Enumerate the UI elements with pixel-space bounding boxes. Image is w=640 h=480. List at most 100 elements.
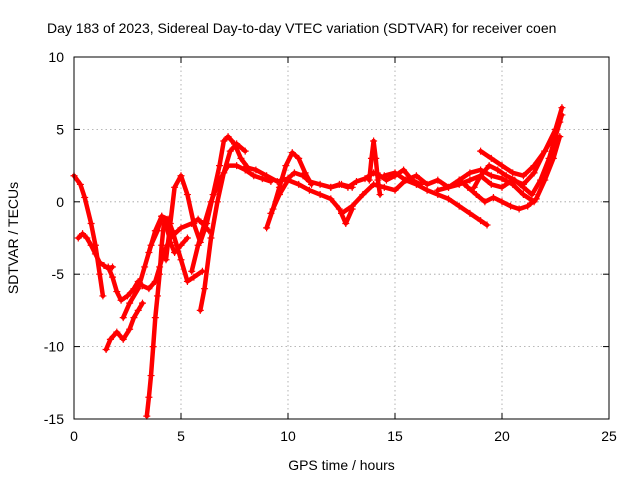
data-point [113, 288, 121, 296]
data-point [515, 205, 523, 213]
data-point [545, 154, 553, 162]
x-tick-label: 20 [494, 428, 510, 444]
data-point [530, 169, 538, 177]
data-point [301, 169, 309, 177]
data-point [477, 166, 485, 174]
data-point [224, 133, 232, 141]
data-point [374, 176, 382, 184]
data-point [138, 299, 146, 307]
data-point [224, 162, 232, 170]
data-point [370, 137, 378, 145]
data-point [466, 169, 474, 177]
x-tick-label: 0 [70, 428, 78, 444]
data-point [100, 262, 108, 270]
data-point [335, 205, 343, 213]
data-point [109, 273, 117, 281]
data-point [305, 186, 313, 194]
data-point [481, 198, 489, 206]
data-point [466, 209, 474, 217]
data-point [316, 180, 324, 188]
series-arc-17 [380, 104, 566, 191]
data-point [359, 191, 367, 199]
data-point [502, 172, 510, 180]
data-point [126, 325, 134, 333]
series-line [103, 300, 145, 352]
data-point [308, 180, 316, 188]
series-line [146, 214, 205, 284]
data-point [226, 147, 234, 155]
data-point [282, 162, 290, 170]
data-point [464, 183, 472, 191]
x-tick-label: 25 [601, 428, 617, 444]
data-point [509, 180, 517, 188]
data-point [124, 292, 131, 300]
data-point [263, 172, 271, 180]
data-point [524, 202, 532, 210]
data-point [472, 191, 480, 199]
data-point [558, 104, 566, 112]
data-point [528, 191, 536, 199]
data-point [104, 263, 112, 271]
series-line [264, 150, 314, 231]
data-point [470, 183, 478, 191]
data-point [498, 162, 506, 170]
y-axis-label: SDTVAR / TECUs [5, 182, 21, 294]
x-tick-label: 5 [177, 428, 185, 444]
data-point [158, 212, 166, 220]
chart-title: Day 183 of 2023, Sidereal Day-to-day VTE… [47, 20, 556, 36]
data-point [102, 345, 110, 353]
data-point [537, 176, 545, 184]
data-point [171, 183, 179, 191]
data-point [288, 149, 296, 157]
data-point [147, 372, 155, 380]
data-point [201, 285, 209, 293]
data-point [113, 328, 121, 336]
data-point [216, 176, 224, 184]
data-point [558, 111, 566, 119]
data-point [507, 202, 515, 210]
data-point [220, 137, 228, 145]
data-point [376, 191, 384, 199]
data-point [151, 227, 159, 235]
data-point [519, 191, 527, 199]
data-point [509, 169, 517, 177]
data-point [445, 195, 452, 203]
data-point [327, 183, 335, 191]
data-point [423, 180, 431, 188]
data-point [275, 191, 283, 199]
data-point [498, 198, 506, 206]
data-point [213, 198, 221, 206]
data-point [487, 154, 495, 162]
series-arc-7 [145, 212, 206, 285]
data-point [183, 191, 191, 199]
grid-lines [74, 57, 609, 419]
data-point [162, 256, 170, 264]
data-point [207, 198, 215, 206]
data-point [96, 270, 104, 278]
data-point [188, 267, 196, 275]
data-point [183, 234, 191, 242]
data-point [466, 176, 474, 184]
data-point [519, 183, 527, 191]
data-point [241, 163, 249, 171]
series-arc-4 [102, 299, 146, 353]
data-point [158, 241, 166, 249]
data-point [370, 180, 378, 188]
data-point [141, 263, 149, 271]
data-point [519, 172, 527, 180]
data-point [149, 343, 157, 351]
data-point [76, 180, 84, 188]
data-point [511, 176, 519, 184]
data-point [126, 299, 134, 307]
data-point [177, 256, 185, 264]
data-point [455, 176, 463, 184]
data-point [487, 180, 495, 188]
data-point [237, 154, 245, 162]
data-point [250, 172, 258, 180]
data-point [455, 202, 463, 210]
data-point [344, 183, 352, 191]
series-line [189, 163, 274, 274]
series-arc-13 [267, 176, 356, 228]
data-point [145, 393, 153, 401]
